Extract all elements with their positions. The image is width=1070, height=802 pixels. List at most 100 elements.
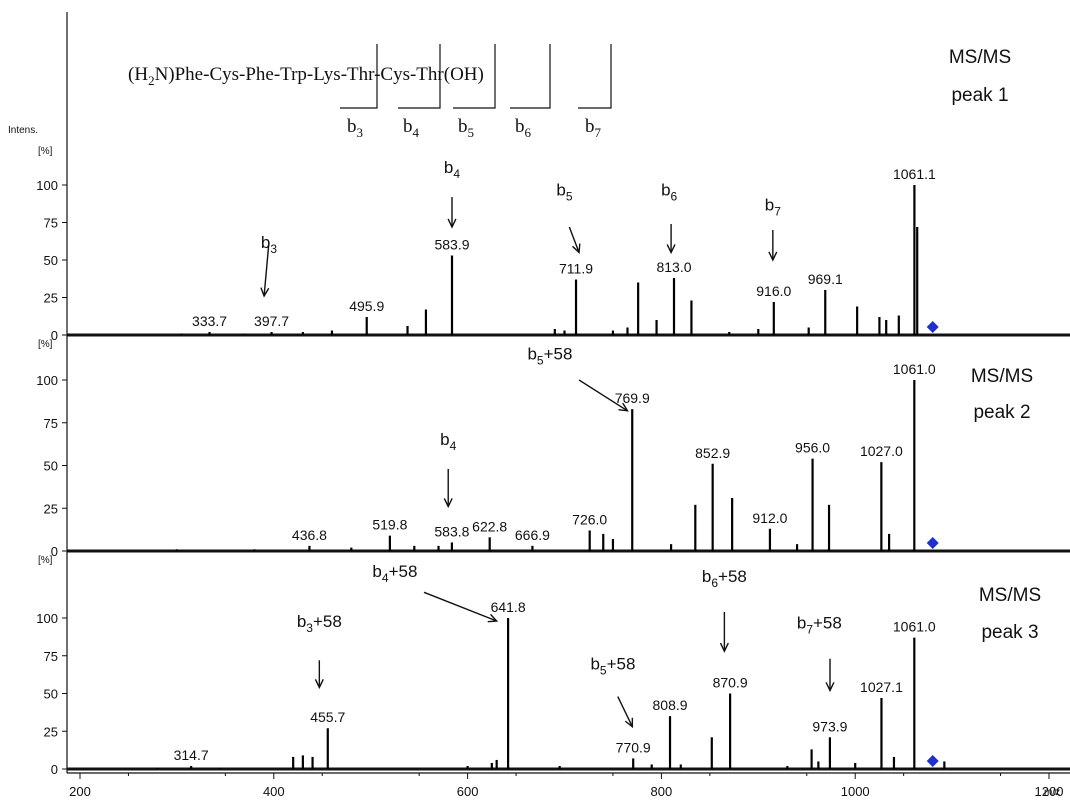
peak-mz-label: 808.9 — [653, 697, 688, 713]
fragment-label-b3: b3 — [347, 116, 363, 140]
y-tick-label: 50 — [44, 459, 58, 474]
x-tick-label: 600 — [457, 784, 479, 799]
y-tick-label: 25 — [44, 501, 58, 516]
ion-label-sub: 6 — [671, 190, 678, 204]
ion-label-b4: b4+58 — [372, 562, 417, 585]
peak-mz-label: 641.8 — [491, 599, 526, 615]
ion-label-shift: +58 — [607, 654, 636, 673]
y-tick-label: 25 — [44, 724, 58, 739]
ion-label-b4: b4 — [440, 430, 456, 453]
ion-label-b6: b6 — [661, 181, 677, 204]
ion-label-b3: b3 — [261, 233, 277, 256]
ion-label-base: b — [765, 196, 774, 215]
ion-arrow-line — [263, 241, 270, 297]
peak-mz-label: 519.8 — [372, 517, 407, 533]
peak-mz-label: 583.8 — [434, 523, 469, 539]
ion-label-sub: 5 — [537, 353, 544, 367]
spectrum-panel-3: [%]0255075100314.7455.7641.8770.9808.987… — [36, 555, 1070, 777]
peak-mz-label: 1061.0 — [893, 361, 936, 377]
ion-label-base: b — [444, 158, 453, 177]
ion-label-sub: 5 — [600, 663, 607, 677]
precursor-marker — [926, 321, 939, 333]
panel-title-line1: MS/MS — [971, 366, 1033, 387]
ion-label-sub: 3 — [270, 242, 277, 256]
ion-label-b7: b7 — [765, 196, 781, 219]
precursor-marker — [926, 537, 939, 549]
y-unit-label: [%] — [38, 146, 53, 157]
sequence-prefix: (H — [128, 64, 148, 85]
ion-label-shift: +58 — [313, 612, 342, 631]
ion-arrow-head — [487, 613, 499, 623]
peak-mz-label: 870.9 — [713, 675, 748, 691]
peak-mz-label: 912.0 — [752, 510, 787, 526]
fragment-label-sub: 3 — [357, 125, 364, 140]
ion-label-sub: 5 — [566, 190, 573, 204]
panel-title-line2: peak 3 — [981, 622, 1038, 643]
fragment-label-base: b — [458, 116, 468, 137]
ion-label-base: b — [372, 562, 381, 581]
precursor-marker — [926, 755, 939, 767]
y-tick-label: 75 — [44, 649, 58, 664]
fragment-label-base: b — [515, 116, 525, 137]
y-tick-label: 50 — [44, 253, 58, 268]
peak-mz-label: 916.0 — [756, 283, 791, 299]
peak-mz-label: 1027.0 — [860, 443, 903, 459]
y-unit-label: [%] — [38, 339, 53, 350]
panel-title-line1: MS/MS — [979, 585, 1041, 606]
sequence-block: (H2N)Phe-Cys-Phe-Trp-Lys-Thr-Cys-Thr(OH)… — [128, 44, 612, 140]
x-tick-label: 1200 — [1035, 784, 1064, 799]
ion-label-base: b — [590, 654, 599, 673]
ion-arrow-head — [624, 717, 634, 729]
panel-title-line2: peak 1 — [951, 85, 1008, 106]
ion-label-sub: 6 — [711, 576, 718, 590]
ion-label-b7: b7+58 — [797, 614, 842, 637]
ion-arrow-head — [618, 402, 629, 412]
peak-mz-label: 455.7 — [310, 709, 345, 725]
ion-label-shift: +58 — [544, 344, 573, 363]
sequence-subscript: 2 — [148, 73, 155, 88]
ion-label-base: b — [440, 430, 449, 449]
y-tick-label: 100 — [36, 178, 58, 193]
ion-arrow-head — [314, 679, 324, 690]
ion-label-base: b — [797, 614, 806, 633]
ion-arrow-line — [617, 696, 633, 728]
fragment-label-sub: 5 — [468, 125, 475, 140]
y-tick-label: 75 — [44, 216, 58, 231]
peak-mz-label: 770.9 — [616, 739, 651, 755]
peak-mz-label: 852.9 — [695, 445, 730, 461]
peak-mz-label: 1061.1 — [893, 166, 936, 182]
ion-arrow-line — [423, 591, 497, 622]
y-tick-label: 100 — [36, 373, 58, 388]
y-unit-label: [%] — [38, 555, 53, 566]
ion-label-base: b — [661, 181, 670, 200]
peptide-sequence: (H2N)Phe-Cys-Phe-Trp-Lys-Thr-Cys-Thr(OH) — [128, 64, 484, 88]
peak-mz-label: 969.1 — [808, 271, 843, 287]
ion-arrow-line — [568, 226, 580, 253]
ion-arrow-head — [443, 498, 453, 509]
ion-label-shift: +58 — [389, 562, 418, 581]
ion-arrow-head — [447, 218, 457, 229]
ion-label-base: b — [702, 567, 711, 586]
peak-mz-label: 726.0 — [572, 511, 607, 527]
bracket-b7 — [578, 44, 612, 109]
panel-title-line2: peak 2 — [973, 402, 1030, 423]
ion-label-sub: 7 — [774, 205, 781, 219]
x-tick-label: 200 — [69, 784, 91, 799]
ion-label-b6: b6+58 — [702, 567, 747, 590]
peak-mz-label: 314.7 — [174, 747, 209, 763]
peak-mz-label: 973.9 — [812, 718, 847, 734]
fragment-label-b7: b7 — [585, 116, 602, 140]
ion-arrow-head — [825, 682, 835, 693]
fragment-label-sub: 7 — [595, 125, 602, 140]
peak-mz-label: 956.0 — [795, 440, 830, 456]
ion-label-b4: b4 — [444, 158, 460, 181]
bracket-b4 — [398, 44, 441, 109]
peak-mz-label: 1061.0 — [893, 619, 936, 635]
x-axis: 200 400 600 800 1000 1200 m/z — [67, 772, 1070, 799]
x-tick-label: 1000 — [841, 784, 870, 799]
panel-title-line1: MS/MS — [949, 47, 1011, 68]
ion-label-sub: 4 — [450, 439, 457, 453]
fragment-brackets — [340, 44, 612, 109]
bracket-b3 — [340, 44, 378, 109]
y-tick-label: 0 — [51, 328, 58, 343]
